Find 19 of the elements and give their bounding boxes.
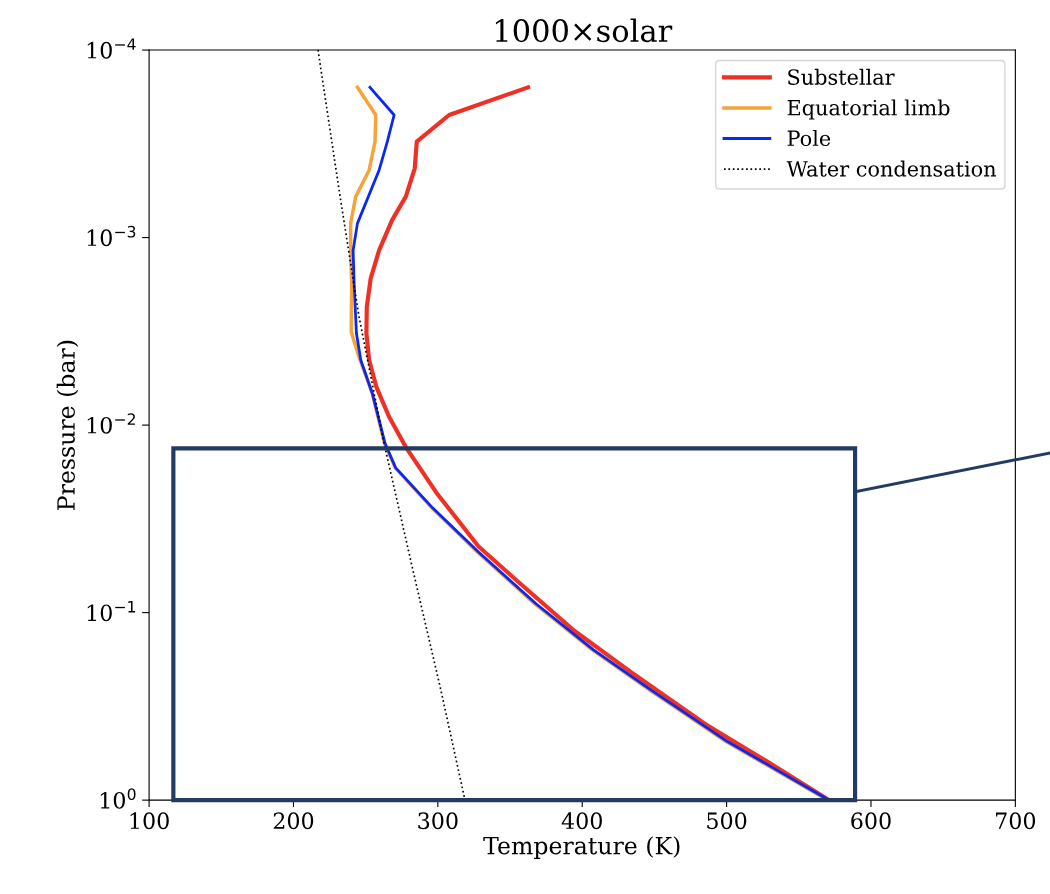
- legend-label: Equatorial limb: [787, 99, 950, 120]
- x-tick-label: 300: [418, 812, 458, 830]
- y-tick-label: 10$^{0}$: [100, 788, 136, 809]
- x-tick-label: 700: [996, 812, 1036, 830]
- x-tick-label: 400: [561, 812, 602, 830]
- x-tick-label: 500: [707, 812, 747, 830]
- legend-label: Substellar: [788, 68, 895, 85]
- y-tick-label: 10$^{−3}$: [87, 225, 136, 247]
- x-tick-label: 600: [851, 812, 891, 830]
- x-tick-label: 100: [130, 812, 169, 830]
- legend-label: Water condensation: [786, 160, 997, 177]
- legend-label: Pole: [787, 129, 831, 147]
- x-axis-title: Temperature (K): [483, 836, 680, 860]
- x-tick-label: 200: [273, 812, 314, 830]
- chart-title: 1000×solar: [495, 18, 673, 43]
- y-tick-label: 10$^{−1}$: [87, 601, 136, 622]
- y-tick-label: 10$^{−2}$: [87, 413, 135, 434]
- y-axis-title: Pressure (bar): [56, 340, 79, 510]
- y-tick-label: 10$^{−4}$: [87, 38, 136, 59]
